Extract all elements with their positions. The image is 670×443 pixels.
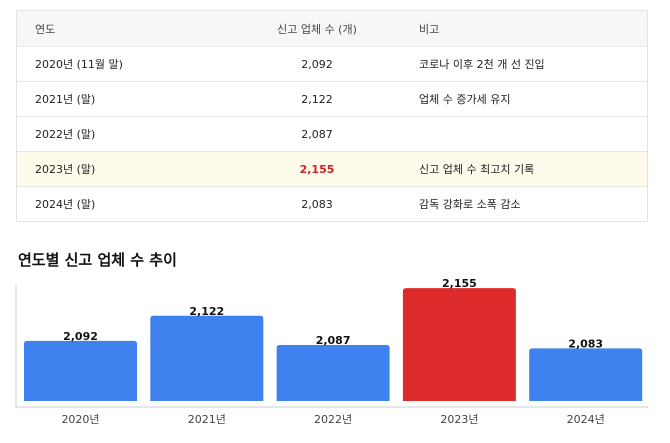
bar-2023년 bbox=[402, 288, 516, 401]
bar-value-label: 2,092 bbox=[63, 330, 98, 343]
registrations-table: 연도 신고 업체 수 (개) 비고 2020년 (11월 말) 2,092 코로… bbox=[17, 11, 647, 221]
bar-chart: 2,092 2020년 2,122 2021년 2,087 2022년 2,155 2023년… bbox=[15, 277, 648, 426]
bar-value-label: 2,122 bbox=[189, 305, 224, 318]
cell-note bbox=[401, 116, 647, 152]
cell-count: 2,087 bbox=[233, 116, 401, 152]
x-tick-label: 2023년 bbox=[440, 413, 478, 426]
table-row: 2024년 (말) 2,083 감독 강화로 소폭 감소 bbox=[17, 187, 647, 222]
x-tick-label: 2022년 bbox=[314, 413, 352, 426]
cell-note: 신고 업체 수 최고치 기록 bbox=[401, 151, 647, 187]
header-count: 신고 업체 수 (개) bbox=[233, 11, 401, 47]
x-tick-label: 2024년 bbox=[567, 413, 605, 426]
bar-chart-container: 2,092 2020년 2,122 2021년 2,087 2022년 2,155 2023년… bbox=[0, 272, 670, 439]
table-header-row: 연도 신고 업체 수 (개) 비고 bbox=[17, 11, 647, 47]
bar-2021년 bbox=[150, 315, 264, 401]
bar-value-label: 2,083 bbox=[568, 337, 603, 350]
table-row-highlight: 2023년 (말) 2,155 신고 업체 수 최고치 기록 bbox=[17, 151, 647, 187]
data-table-container: 연도 신고 업체 수 (개) 비고 2020년 (11월 말) 2,092 코로… bbox=[16, 10, 648, 222]
cell-count: 2,083 bbox=[301, 197, 333, 211]
x-tick-label: 2021년 bbox=[188, 413, 226, 426]
cell-year: 2020년 (11월 말) bbox=[17, 46, 233, 82]
bar-value-label: 2,155 bbox=[442, 277, 477, 290]
cell-count: 2,092 bbox=[233, 46, 401, 82]
cell-note: 코로나 이후 2천 개 선 진입 bbox=[401, 46, 647, 82]
bar-2024년 bbox=[529, 348, 643, 401]
table-row: 2021년 (말) 2,122 업체 수 증가세 유지 bbox=[17, 81, 647, 117]
table-row: 2020년 (11월 말) 2,092 코로나 이후 2천 개 선 진입 bbox=[17, 46, 647, 82]
cell-count-highlight: 2,155 bbox=[233, 151, 401, 187]
bar-value-label: 2,087 bbox=[316, 334, 351, 347]
bar-2022년 bbox=[276, 345, 390, 401]
cell-year: 2023년 (말) bbox=[17, 151, 233, 187]
chart-title: 연도별 신고 업체 수 추이 bbox=[18, 251, 177, 269]
header-note: 비고 bbox=[401, 11, 647, 47]
cell-year: 2024년 (말) bbox=[35, 198, 96, 211]
cell-year: 2022년 (말) bbox=[17, 116, 233, 152]
cell-note: 업체 수 증가세 유지 bbox=[401, 81, 647, 117]
cell-year: 2021년 (말) bbox=[17, 81, 233, 117]
cell-note: 감독 강화로 소폭 감소 bbox=[419, 198, 521, 211]
cell-count: 2,122 bbox=[233, 81, 401, 117]
header-year: 연도 bbox=[17, 11, 233, 47]
table-row: 2022년 (말) 2,087 bbox=[17, 116, 647, 152]
x-tick-label: 2020년 bbox=[61, 413, 99, 426]
bar-2020년 bbox=[24, 340, 137, 401]
